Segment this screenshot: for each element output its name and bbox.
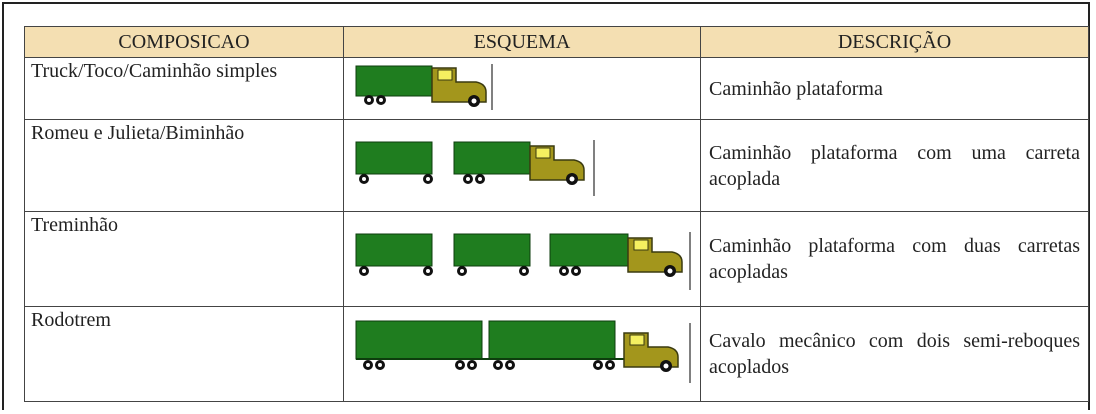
header-cell: DESCRIÇÃO xyxy=(700,26,1089,58)
header-row: COMPOSICAO ESQUEMA DESCRIÇÃO xyxy=(24,26,1089,58)
schema xyxy=(343,211,701,307)
header-cell: COMPOSICAO xyxy=(24,26,344,58)
composicao: Romeu e Julieta/Biminhão xyxy=(24,119,344,212)
row: Truck/Toco/Caminhão simples Caminhão pla… xyxy=(24,57,1089,120)
header-cell: ESQUEMA xyxy=(343,26,701,58)
descricao: Caminhão plataforma xyxy=(700,57,1089,120)
row: Rodotrem Cavalo mecânico com dois semi-r… xyxy=(24,306,1089,402)
truck-diagram xyxy=(355,64,493,110)
schema xyxy=(343,57,701,120)
descricao: Caminhão plataforma com duas carretas ac… xyxy=(700,211,1089,307)
table: COMPOSICAO ESQUEMA DESCRIÇÃO Truck/Toco/… xyxy=(24,26,1089,402)
row: Romeu e Julieta/Biminhão Caminhão plataf… xyxy=(24,119,1089,212)
truck-diagram xyxy=(355,320,691,383)
schema xyxy=(343,306,701,402)
truck-diagram xyxy=(355,140,595,196)
truck-diagram xyxy=(355,232,691,290)
composicao: Rodotrem xyxy=(24,306,344,402)
frame xyxy=(2,2,1090,410)
composicao: Treminhão xyxy=(24,211,344,307)
descricao: Caminhão plataforma com uma carreta acop… xyxy=(700,119,1089,212)
composicao: Truck/Toco/Caminhão simples xyxy=(24,57,344,120)
schema xyxy=(343,119,701,212)
descricao: Cavalo mecânico com dois semi-reboques a… xyxy=(700,306,1089,402)
row: Treminhão Caminhão plataforma com duas c… xyxy=(24,211,1089,307)
